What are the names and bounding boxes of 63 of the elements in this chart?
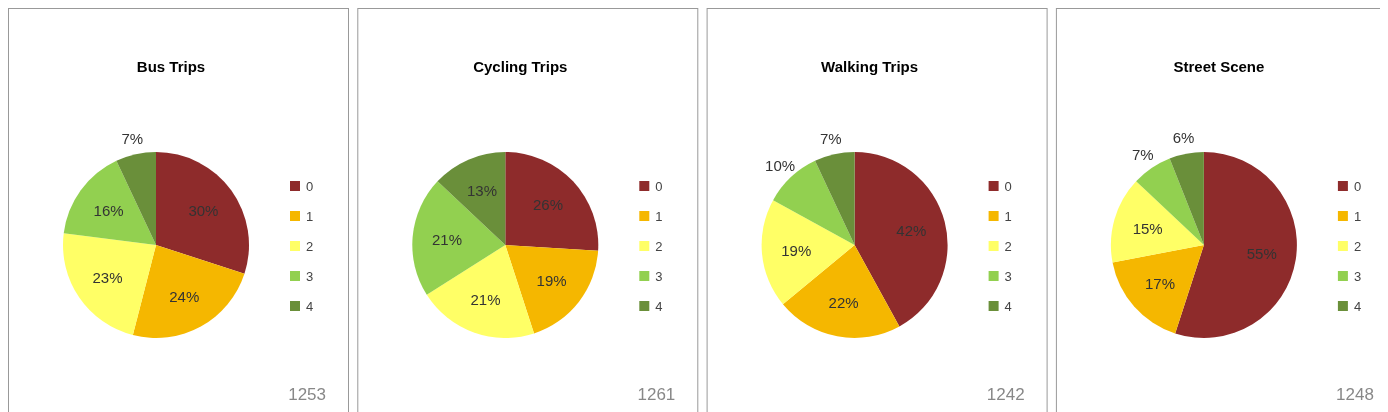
legend-label: 3	[1353, 268, 1362, 284]
legend-label: 3	[1004, 268, 1012, 284]
chart-title: Street Scene	[1173, 58, 1265, 75]
data-label: 24%	[169, 287, 200, 305]
pie-slice	[63, 160, 156, 245]
pie-slice	[505, 245, 599, 334]
data-label: 13%	[467, 182, 498, 200]
legend-label: 1	[1004, 208, 1012, 224]
legend-label: 2	[306, 238, 314, 254]
text: 1242	[986, 385, 1025, 404]
legend-label: 3	[655, 268, 663, 284]
data-label: 19%	[536, 272, 567, 290]
legend-label: 2	[1004, 238, 1012, 254]
data-label: 7%	[1131, 146, 1154, 164]
pie-slice	[412, 181, 506, 295]
data-label: 16%	[93, 201, 124, 219]
data-label: 22%	[828, 293, 859, 311]
legend-label: 2	[1353, 238, 1362, 254]
pie-slice	[1112, 245, 1204, 334]
legend-label: 0	[306, 178, 314, 194]
data-label: 55%	[1246, 245, 1277, 263]
data-label: 19%	[781, 241, 812, 259]
data-label: 30%	[188, 201, 219, 219]
legend-label: 4	[306, 298, 314, 314]
pie-slice	[1111, 181, 1204, 263]
data-label: 15%	[1132, 219, 1163, 237]
legend-label: 1	[655, 208, 663, 224]
pie-slice	[156, 152, 249, 274]
legend-label: 1	[306, 208, 314, 224]
pie-slice	[426, 245, 535, 338]
legend-label: 0	[655, 178, 663, 194]
legend-label: 4	[1353, 298, 1362, 314]
chart-title: Walking Trips	[821, 58, 919, 75]
data-label: 10%	[765, 156, 796, 174]
data-label: 23%	[92, 269, 123, 287]
legend-label: 4	[1004, 298, 1012, 314]
data-label: 21%	[470, 291, 501, 309]
pie-slice	[132, 245, 245, 338]
data-label: 7%	[121, 130, 144, 148]
pie-slice	[505, 152, 599, 251]
legend-label: 0	[1353, 178, 1362, 194]
legend-label: 2	[655, 238, 663, 254]
chart-title: Bus Trips	[136, 58, 206, 75]
legend-label: 4	[655, 298, 663, 314]
text: 1261	[637, 385, 676, 404]
legend-label: 1	[1353, 208, 1362, 224]
chart-title: Cycling Trips	[473, 58, 568, 75]
pie-slice	[1136, 158, 1204, 245]
data-label: 21%	[431, 230, 462, 248]
text: 1248	[1336, 385, 1374, 404]
text: 1253	[288, 385, 326, 404]
legend-label: 0	[1004, 178, 1012, 194]
pie-slice	[63, 233, 156, 336]
legend-label: 3	[306, 268, 314, 284]
data-label: 42%	[896, 221, 927, 239]
data-label: 17%	[1144, 275, 1175, 292]
pie-slice	[782, 245, 900, 338]
data-label: 7%	[820, 130, 842, 148]
data-label: 26%	[532, 196, 564, 214]
pie-slice	[1169, 152, 1204, 245]
pie-slice	[1175, 152, 1297, 338]
pie-slice	[815, 152, 855, 245]
data-label: 6%	[1172, 129, 1195, 147]
